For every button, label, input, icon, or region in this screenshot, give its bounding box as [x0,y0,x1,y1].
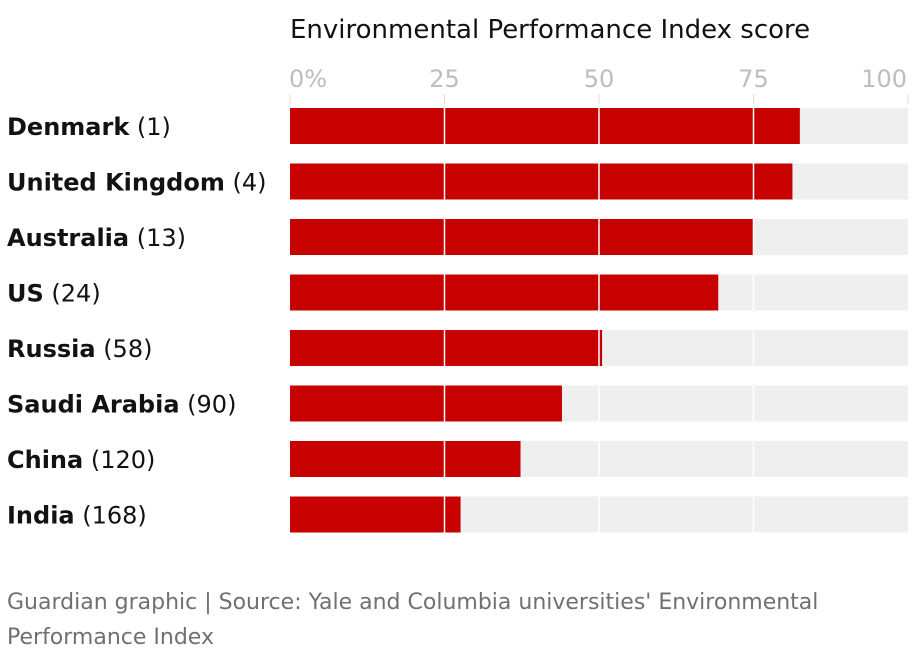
country-name: United Kingdom [7,169,225,197]
country-name: Russia [7,335,96,363]
x-tick-label: 75 [738,65,769,93]
country-rank: (13) [129,224,186,252]
bar [290,385,562,422]
bar [290,441,521,477]
country-rank: (1) [129,113,171,141]
country-rank: (120) [83,446,155,474]
country-name: Saudi Arabia [7,391,180,419]
source-note: Guardian graphic | Source: Yale and Colu… [7,590,819,650]
x-tick-label: 0% [289,65,327,93]
bar [290,274,719,311]
category-label: Saudi Arabia (90) [7,391,236,419]
x-tick-label: 25 [429,65,460,93]
bar [290,108,800,144]
category-label: India (168) [7,502,147,530]
gridlines [443,108,755,533]
x-tick-label: 50 [584,65,615,93]
category-label: China (120) [7,446,155,474]
category-label: Australia (13) [7,224,186,252]
country-rank: (168) [75,502,147,530]
country-name: Denmark [7,113,130,141]
country-name: India [7,502,75,530]
chart-title: Environmental Performance Index score [290,15,810,45]
bar-chart: Environmental Performance Index score 0%… [7,15,909,533]
bars [290,108,800,533]
country-rank: (4) [225,169,267,197]
country-name: Australia [7,224,129,252]
category-label: United Kingdom (4) [7,169,266,197]
bar [290,330,603,366]
bar [290,163,793,200]
x-axis-ticks: 0% 25 50 75 100 [289,65,909,104]
bar [290,219,753,255]
country-rank: (58) [96,335,153,363]
x-tick-label: 100 [861,65,907,93]
country-rank: (90) [180,391,237,419]
country-name: US [7,280,44,308]
bar [290,496,461,533]
country-name: China [7,446,83,474]
category-label: US (24) [7,280,101,308]
category-label: Denmark (1) [7,113,171,141]
country-rank: (24) [44,280,101,308]
category-labels: Denmark (1) United Kingdom (4) Australia (… [7,113,266,530]
category-label: Russia (58) [7,335,152,363]
